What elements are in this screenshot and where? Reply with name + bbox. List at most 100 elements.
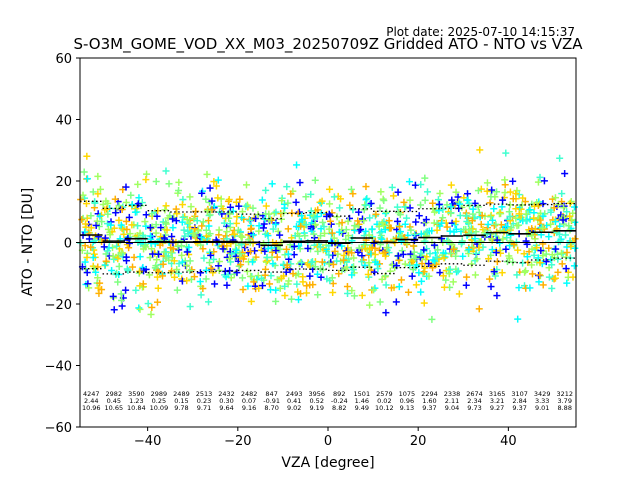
bin-std: 9.16 [242,404,256,412]
scatter-point [446,265,454,273]
bin-std: 9.37 [512,404,526,412]
scatter-point [203,207,211,215]
scatter-point [269,225,277,233]
scatter-point [551,194,559,202]
scatter-point [168,233,176,241]
scatter-point [475,305,483,313]
scatter-point [203,170,211,178]
scatter-point [405,178,413,186]
scatter-point [232,252,240,260]
scatter-point [257,246,265,254]
scatter-point [127,191,135,199]
scatter-point [338,219,346,227]
scatter-point [122,183,130,191]
scatter-point [134,222,142,230]
scatter-point [264,232,272,240]
scatter-point [344,232,352,240]
scatter-point [198,233,206,241]
scatter-point [187,203,195,211]
scatter-point [382,281,390,289]
scatter-point [528,245,536,253]
scatter-point [94,172,102,180]
scatter-point [307,207,315,215]
scatter-point [318,258,326,266]
scatter-point [487,193,495,201]
scatter-point [488,246,496,254]
scatter-point [207,264,215,272]
scatter-point [443,223,451,231]
scatter-point [242,202,250,210]
scatter-point [200,254,208,262]
scatter-point [87,224,95,232]
scatter-point [388,183,396,191]
scatter-point [117,290,125,298]
scatter-point [490,268,498,276]
scatter-point [442,276,450,284]
scatter-point [178,201,186,209]
scatter-point [204,217,212,225]
scatter-point [489,216,497,224]
scatter-point [348,271,356,279]
scatter-point [83,269,91,277]
scatter-point [560,204,568,212]
scatter-point [459,252,467,260]
scatter-point [83,152,91,160]
scatter-point [206,248,214,256]
scatter-point [362,201,370,209]
scatter-point [566,212,574,220]
scatter-point [417,277,425,285]
scatter-point [258,282,266,290]
bin-count: 847 [265,390,277,398]
scatter-point [429,199,437,207]
scatter-point [347,185,355,193]
scatter-point [328,274,336,282]
scatter-point [425,260,433,268]
scatter-point [335,228,343,236]
scatter-point [474,203,482,211]
scatter-point [500,228,508,236]
scatter-point [293,280,301,288]
scatter-point [554,268,562,276]
scatter-point [281,292,289,300]
scatter-point [147,239,155,247]
scatter-point [512,214,520,222]
scatter-point [152,229,160,237]
bin-mean: 1.46 [355,397,369,405]
scatter-point [134,180,142,188]
scatter-point [545,273,553,281]
scatter-point [554,200,562,208]
scatter-point [135,194,143,202]
scatter-point [530,202,538,210]
scatter-point [513,222,521,230]
scatter-point [446,227,454,235]
scatter-point [354,217,362,225]
scatter-point [198,222,206,230]
scatter-point [146,224,154,232]
scatter-point [87,243,95,251]
scatter-point [193,217,201,225]
scatter-point [196,269,204,277]
bin-std: 9.64 [219,404,233,412]
bin-mean: 0.45 [107,397,121,405]
scatter-point [423,228,431,236]
bin-mean: -0.91 [263,397,280,405]
scatter-point [215,258,223,266]
scatter-point [548,261,556,269]
scatter-point [249,258,257,266]
scatter-point [410,252,418,260]
scatter-point [551,274,559,282]
scatter-point [210,255,218,263]
scatter-point [110,306,118,314]
scatter-point [364,270,372,278]
bin-count: 3590 [128,390,145,398]
bin-mean: 0.96 [400,397,414,405]
x-tick-label: 0 [324,434,332,449]
scatter-point [514,246,522,254]
scatter-point [270,209,278,217]
scatter-point [255,284,263,292]
scatter-point [122,217,130,225]
bin-count: 2989 [151,390,168,398]
scatter-point [232,219,240,227]
scatter-point [551,218,559,226]
scatter-point [337,195,345,203]
